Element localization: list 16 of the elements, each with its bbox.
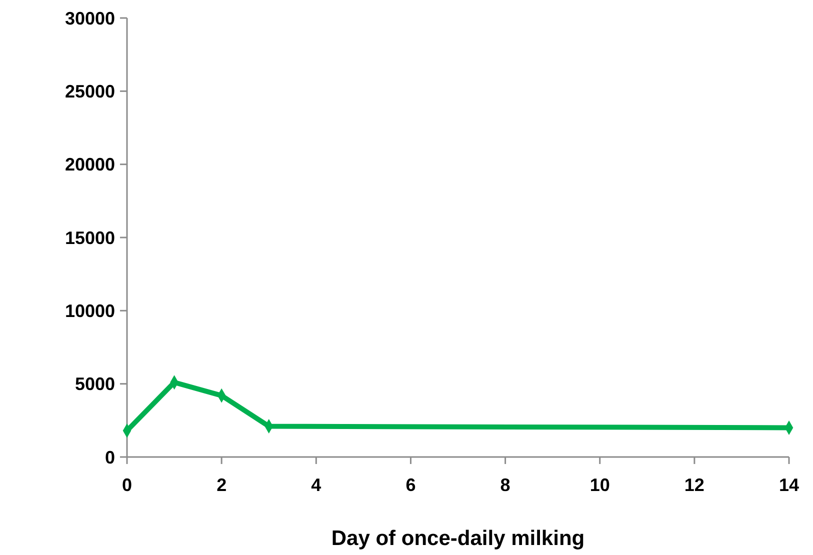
x-tick-label: 0 (122, 475, 132, 495)
x-tick-label: 4 (311, 475, 322, 495)
x-axis-title: Day of once-daily milking (331, 527, 585, 550)
y-tick-label: 30000 (64, 8, 115, 28)
x-tick-label: 2 (216, 475, 227, 495)
y-tick-label: 25000 (64, 81, 115, 102)
y-tick-label: 5000 (74, 374, 115, 394)
y-tick-label: 20000 (64, 154, 115, 175)
x-tick-label: 14 (778, 475, 800, 495)
x-tick-label: 8 (500, 475, 510, 495)
x-tick-label: 12 (684, 475, 704, 495)
y-tick-label: 10000 (64, 300, 115, 321)
x-tick-label: 6 (406, 475, 416, 495)
x-tick-label: 10 (590, 475, 610, 495)
y-tick-label: 15000 (64, 228, 115, 248)
y-tick-label: 0 (104, 447, 115, 468)
